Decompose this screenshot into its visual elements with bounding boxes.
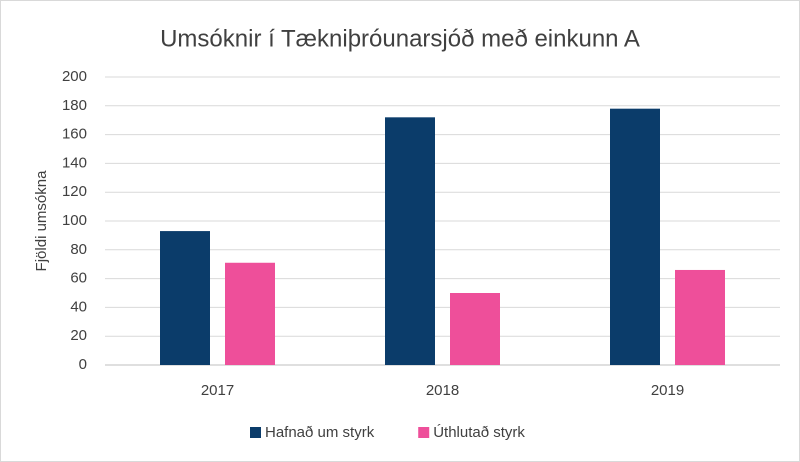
x-tick-label: 2019 xyxy=(651,382,684,399)
y-tick-label: 100 xyxy=(62,212,87,229)
bar xyxy=(675,269,725,365)
bar xyxy=(610,108,660,366)
y-tick-label: 180 xyxy=(62,97,87,114)
legend-swatch xyxy=(250,427,261,438)
bar xyxy=(385,117,435,365)
y-tick-label: 160 xyxy=(62,126,87,143)
y-axis-label: Fjöldi umsókna xyxy=(33,170,50,272)
bar xyxy=(160,231,210,365)
y-tick-label: 120 xyxy=(62,183,87,200)
bar xyxy=(225,262,275,365)
y-tick-label: 20 xyxy=(70,327,87,344)
y-tick-label: 140 xyxy=(62,154,87,171)
bar xyxy=(450,293,500,365)
y-tick-label: 80 xyxy=(70,241,87,258)
y-tick-label: 200 xyxy=(62,68,87,85)
chart-title: Umsóknir í Tækniþróunarsjóð með einkunn … xyxy=(160,25,640,52)
x-tick-label: 2017 xyxy=(201,382,234,399)
x-tick-label: 2018 xyxy=(426,382,459,399)
y-tick-label: 60 xyxy=(70,270,87,287)
legend-swatch xyxy=(418,427,430,438)
y-tick-label: 40 xyxy=(70,298,87,315)
legend-label: Hafnað um styrk xyxy=(265,424,375,441)
y-tick-label: 0 xyxy=(79,356,87,373)
legend-label: Úthlutað styrk xyxy=(433,424,525,441)
